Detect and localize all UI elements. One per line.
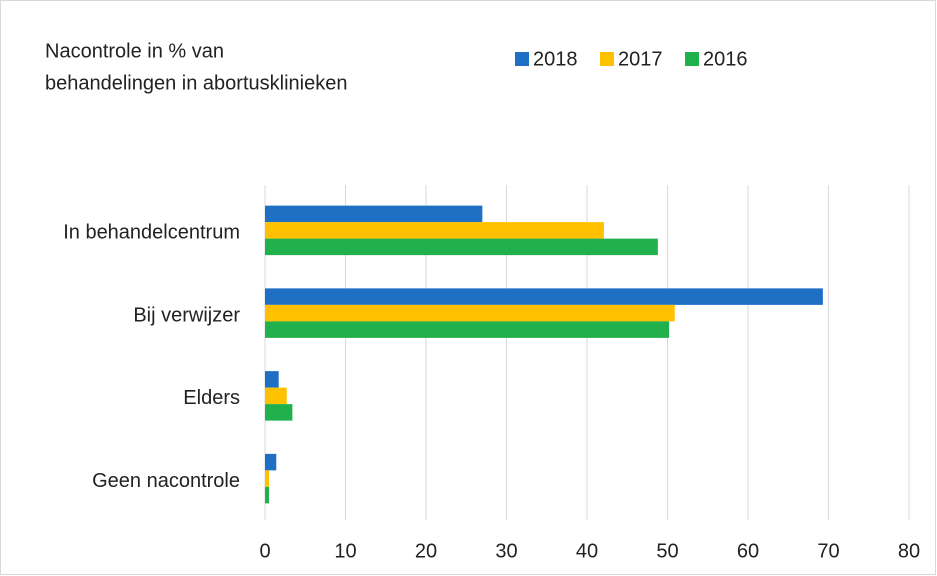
bar	[265, 222, 604, 239]
x-tick-label: 30	[495, 540, 517, 562]
legend-swatch	[600, 52, 614, 66]
y-tick-label: Elders	[183, 387, 240, 409]
legend-swatch	[515, 52, 529, 66]
x-tick-label: 40	[576, 540, 598, 562]
chart-title: behandelingen in abortusklinieken	[45, 72, 347, 94]
x-tick-label: 50	[656, 540, 678, 562]
x-tick-label: 80	[898, 540, 920, 562]
bar	[265, 470, 270, 487]
x-tick-label: 60	[737, 540, 759, 562]
bar	[265, 387, 287, 405]
legend-label: 2016	[703, 48, 748, 70]
bar	[265, 288, 823, 305]
legend-label: 2018	[533, 48, 578, 70]
x-tick-label: 70	[817, 540, 839, 562]
y-tick-label: Bij verwijzer	[133, 304, 240, 326]
bar	[265, 238, 658, 256]
legend-label: 2017	[618, 48, 663, 70]
bar	[265, 453, 277, 471]
y-tick-label: Geen nacontrole	[92, 470, 240, 492]
y-tick-label: In behandelcentrum	[63, 222, 240, 244]
bar	[265, 404, 293, 421]
bar	[265, 304, 675, 322]
bar	[265, 321, 670, 338]
bar	[265, 371, 279, 388]
bar	[265, 205, 483, 223]
chart-title: Nacontrole in % van	[45, 40, 224, 62]
bar	[265, 486, 270, 504]
legend-swatch	[685, 52, 699, 66]
x-tick-label: 20	[415, 540, 437, 562]
x-tick-label: 10	[334, 540, 356, 562]
x-tick-label: 0	[259, 540, 270, 562]
